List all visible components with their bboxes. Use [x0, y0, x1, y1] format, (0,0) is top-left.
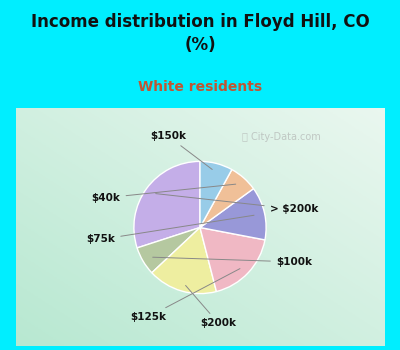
- Text: > $200k: > $200k: [156, 194, 318, 214]
- Wedge shape: [200, 189, 266, 240]
- Text: $40k: $40k: [92, 184, 236, 203]
- Text: White residents: White residents: [138, 80, 262, 94]
- Text: ⓘ City-Data.com: ⓘ City-Data.com: [242, 132, 320, 142]
- Wedge shape: [134, 161, 200, 248]
- Wedge shape: [200, 169, 254, 228]
- Wedge shape: [137, 228, 200, 273]
- Text: $75k: $75k: [86, 215, 254, 244]
- Text: $150k: $150k: [150, 131, 212, 169]
- Text: $125k: $125k: [130, 268, 240, 322]
- Wedge shape: [200, 228, 265, 292]
- Wedge shape: [200, 161, 232, 228]
- Wedge shape: [152, 228, 216, 294]
- Text: $100k: $100k: [153, 257, 312, 267]
- Text: Income distribution in Floyd Hill, CO
(%): Income distribution in Floyd Hill, CO (%…: [31, 13, 369, 54]
- Text: $200k: $200k: [186, 286, 236, 328]
